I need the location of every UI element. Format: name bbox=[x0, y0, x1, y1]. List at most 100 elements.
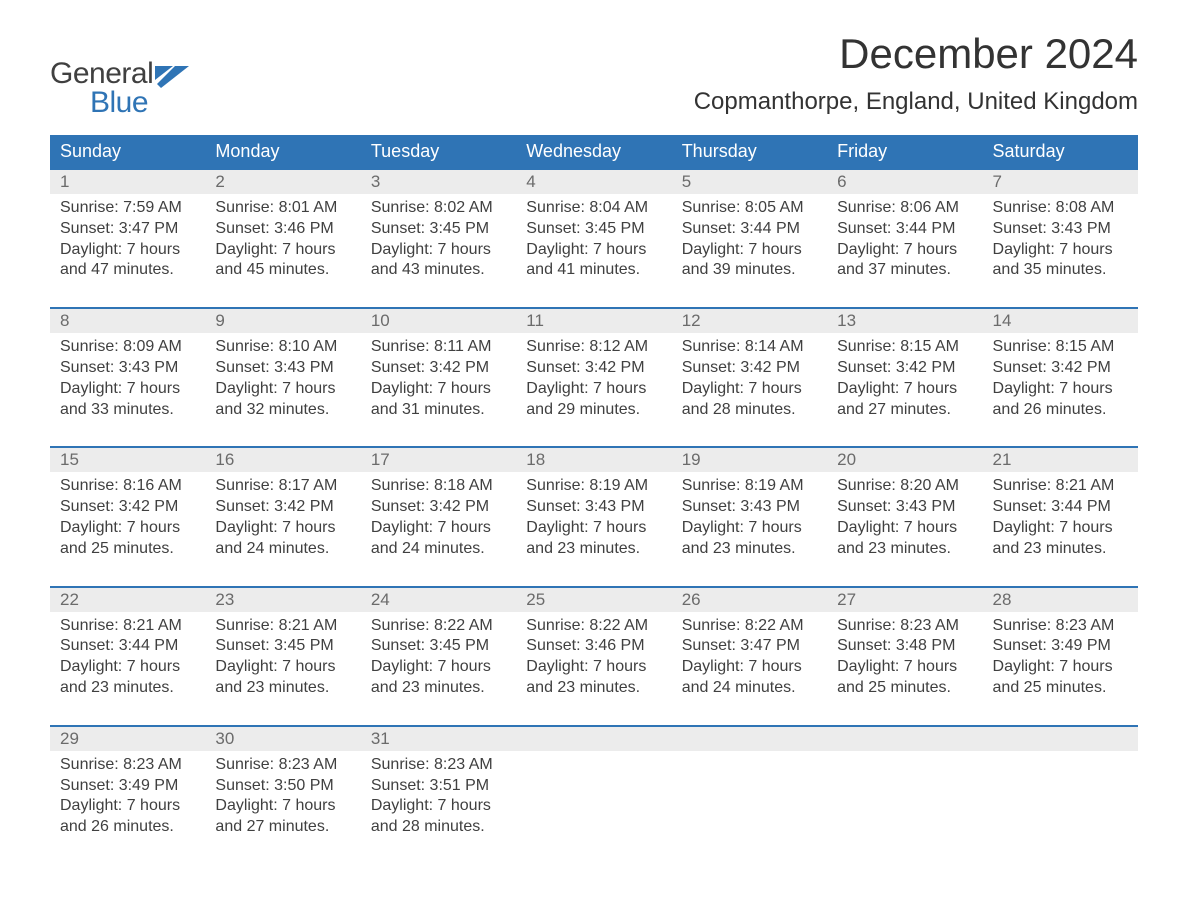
day-body: Sunrise: 8:15 AMSunset: 3:42 PMDaylight:… bbox=[983, 333, 1138, 446]
day-number: 18 bbox=[516, 448, 671, 472]
daylight-text-2: and 39 minutes. bbox=[682, 260, 817, 281]
week-row: 8Sunrise: 8:09 AMSunset: 3:43 PMDaylight… bbox=[50, 308, 1138, 447]
daylight-text-1: Daylight: 7 hours bbox=[60, 518, 195, 539]
daylight-text-2: and 35 minutes. bbox=[993, 260, 1128, 281]
day-body: Sunrise: 8:05 AMSunset: 3:44 PMDaylight:… bbox=[672, 194, 827, 307]
day-body: Sunrise: 8:04 AMSunset: 3:45 PMDaylight:… bbox=[516, 194, 671, 307]
sunset-text: Sunset: 3:44 PM bbox=[993, 497, 1128, 518]
daylight-text-2: and 28 minutes. bbox=[682, 400, 817, 421]
daylight-text-2: and 47 minutes. bbox=[60, 260, 195, 281]
daylight-text-1: Daylight: 7 hours bbox=[371, 657, 506, 678]
logo-flag-icon bbox=[155, 66, 189, 92]
sunset-text: Sunset: 3:42 PM bbox=[837, 358, 972, 379]
sunset-text: Sunset: 3:44 PM bbox=[837, 219, 972, 240]
daylight-text-1: Daylight: 7 hours bbox=[993, 657, 1128, 678]
daylight-text-1: Daylight: 7 hours bbox=[60, 240, 195, 261]
sunset-text: Sunset: 3:42 PM bbox=[682, 358, 817, 379]
logo-word-blue: Blue bbox=[50, 89, 153, 118]
daylight-text-2: and 43 minutes. bbox=[371, 260, 506, 281]
day-body: Sunrise: 8:18 AMSunset: 3:42 PMDaylight:… bbox=[361, 472, 516, 585]
weekday-sunday: Sunday bbox=[50, 135, 205, 169]
sunset-text: Sunset: 3:45 PM bbox=[215, 636, 350, 657]
sunrise-text: Sunrise: 8:23 AM bbox=[60, 755, 195, 776]
day-body: Sunrise: 8:08 AMSunset: 3:43 PMDaylight:… bbox=[983, 194, 1138, 307]
title-block: December 2024 Copmanthorpe, England, Uni… bbox=[694, 30, 1138, 116]
day-cell: 3Sunrise: 8:02 AMSunset: 3:45 PMDaylight… bbox=[361, 169, 516, 308]
daylight-text-1: Daylight: 7 hours bbox=[993, 240, 1128, 261]
daylight-text-1: Daylight: 7 hours bbox=[371, 240, 506, 261]
daylight-text-1: Daylight: 7 hours bbox=[215, 240, 350, 261]
daylight-text-2: and 32 minutes. bbox=[215, 400, 350, 421]
day-number: 5 bbox=[672, 170, 827, 194]
daylight-text-2: and 23 minutes. bbox=[526, 678, 661, 699]
sunset-text: Sunset: 3:44 PM bbox=[682, 219, 817, 240]
weekday-tuesday: Tuesday bbox=[361, 135, 516, 169]
sunset-text: Sunset: 3:43 PM bbox=[526, 497, 661, 518]
day-body bbox=[516, 751, 671, 841]
sunrise-text: Sunrise: 7:59 AM bbox=[60, 198, 195, 219]
sunrise-text: Sunrise: 8:23 AM bbox=[837, 616, 972, 637]
day-body: Sunrise: 8:19 AMSunset: 3:43 PMDaylight:… bbox=[516, 472, 671, 585]
sunset-text: Sunset: 3:42 PM bbox=[526, 358, 661, 379]
sunrise-text: Sunrise: 8:22 AM bbox=[371, 616, 506, 637]
daylight-text-1: Daylight: 7 hours bbox=[993, 379, 1128, 400]
sunset-text: Sunset: 3:47 PM bbox=[60, 219, 195, 240]
day-body bbox=[827, 751, 982, 841]
daylight-text-1: Daylight: 7 hours bbox=[837, 518, 972, 539]
daylight-text-1: Daylight: 7 hours bbox=[526, 240, 661, 261]
weekday-header-row: SundayMondayTuesdayWednesdayThursdayFrid… bbox=[50, 135, 1138, 169]
day-body: Sunrise: 8:15 AMSunset: 3:42 PMDaylight:… bbox=[827, 333, 982, 446]
day-number: 7 bbox=[983, 170, 1138, 194]
day-number: 30 bbox=[205, 727, 360, 751]
sunset-text: Sunset: 3:42 PM bbox=[215, 497, 350, 518]
header: General Blue December 2024 Copmanthorpe,… bbox=[50, 30, 1138, 117]
day-body bbox=[983, 751, 1138, 841]
weekday-friday: Friday bbox=[827, 135, 982, 169]
sunset-text: Sunset: 3:42 PM bbox=[60, 497, 195, 518]
day-cell: 11Sunrise: 8:12 AMSunset: 3:42 PMDayligh… bbox=[516, 308, 671, 447]
sunset-text: Sunset: 3:50 PM bbox=[215, 776, 350, 797]
sunset-text: Sunset: 3:45 PM bbox=[371, 636, 506, 657]
sunrise-text: Sunrise: 8:02 AM bbox=[371, 198, 506, 219]
daylight-text-1: Daylight: 7 hours bbox=[371, 379, 506, 400]
daylight-text-2: and 27 minutes. bbox=[837, 400, 972, 421]
day-number: 1 bbox=[50, 170, 205, 194]
sunset-text: Sunset: 3:42 PM bbox=[993, 358, 1128, 379]
sunrise-text: Sunrise: 8:11 AM bbox=[371, 337, 506, 358]
daylight-text-2: and 26 minutes. bbox=[60, 817, 195, 838]
day-cell: 14Sunrise: 8:15 AMSunset: 3:42 PMDayligh… bbox=[983, 308, 1138, 447]
day-cell: 21Sunrise: 8:21 AMSunset: 3:44 PMDayligh… bbox=[983, 447, 1138, 586]
sunset-text: Sunset: 3:42 PM bbox=[371, 358, 506, 379]
day-body bbox=[672, 751, 827, 841]
sunset-text: Sunset: 3:47 PM bbox=[682, 636, 817, 657]
day-body: Sunrise: 8:12 AMSunset: 3:42 PMDaylight:… bbox=[516, 333, 671, 446]
day-body: Sunrise: 8:16 AMSunset: 3:42 PMDaylight:… bbox=[50, 472, 205, 585]
sunset-text: Sunset: 3:43 PM bbox=[682, 497, 817, 518]
sunrise-text: Sunrise: 8:06 AM bbox=[837, 198, 972, 219]
daylight-text-2: and 37 minutes. bbox=[837, 260, 972, 281]
day-number: 17 bbox=[361, 448, 516, 472]
empty-day-cell bbox=[672, 726, 827, 864]
sunrise-text: Sunrise: 8:15 AM bbox=[993, 337, 1128, 358]
day-body: Sunrise: 8:21 AMSunset: 3:44 PMDaylight:… bbox=[983, 472, 1138, 585]
daylight-text-1: Daylight: 7 hours bbox=[215, 796, 350, 817]
day-cell: 15Sunrise: 8:16 AMSunset: 3:42 PMDayligh… bbox=[50, 447, 205, 586]
day-cell: 27Sunrise: 8:23 AMSunset: 3:48 PMDayligh… bbox=[827, 587, 982, 726]
day-cell: 18Sunrise: 8:19 AMSunset: 3:43 PMDayligh… bbox=[516, 447, 671, 586]
day-body: Sunrise: 8:23 AMSunset: 3:51 PMDaylight:… bbox=[361, 751, 516, 864]
sunset-text: Sunset: 3:48 PM bbox=[837, 636, 972, 657]
day-body: Sunrise: 8:17 AMSunset: 3:42 PMDaylight:… bbox=[205, 472, 360, 585]
sunrise-text: Sunrise: 8:22 AM bbox=[526, 616, 661, 637]
daylight-text-1: Daylight: 7 hours bbox=[215, 657, 350, 678]
day-number: 3 bbox=[361, 170, 516, 194]
sunset-text: Sunset: 3:44 PM bbox=[60, 636, 195, 657]
sunrise-text: Sunrise: 8:10 AM bbox=[215, 337, 350, 358]
sunrise-text: Sunrise: 8:09 AM bbox=[60, 337, 195, 358]
day-cell: 16Sunrise: 8:17 AMSunset: 3:42 PMDayligh… bbox=[205, 447, 360, 586]
sunset-text: Sunset: 3:49 PM bbox=[60, 776, 195, 797]
day-body: Sunrise: 8:11 AMSunset: 3:42 PMDaylight:… bbox=[361, 333, 516, 446]
day-body: Sunrise: 8:21 AMSunset: 3:44 PMDaylight:… bbox=[50, 612, 205, 725]
day-cell: 4Sunrise: 8:04 AMSunset: 3:45 PMDaylight… bbox=[516, 169, 671, 308]
weekday-saturday: Saturday bbox=[983, 135, 1138, 169]
daylight-text-1: Daylight: 7 hours bbox=[837, 657, 972, 678]
